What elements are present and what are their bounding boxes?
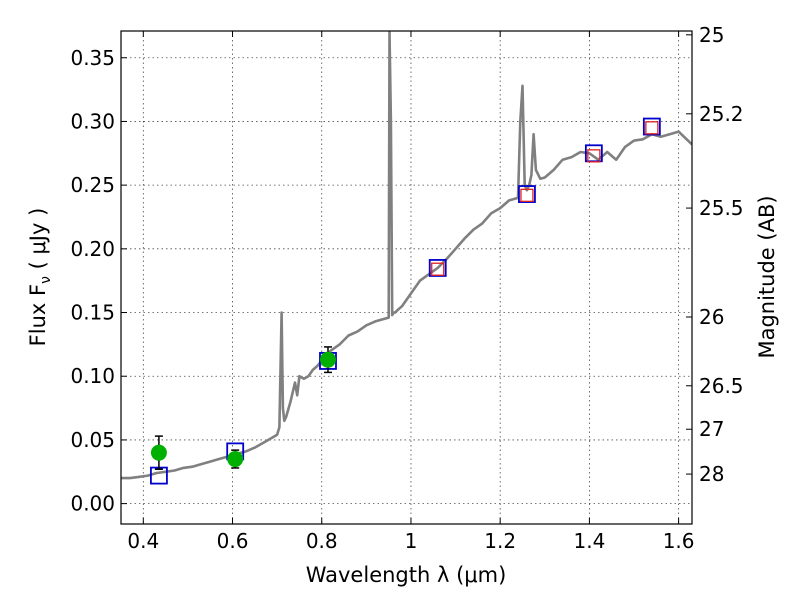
y-axis-label-subscript: ν <box>38 276 54 284</box>
sed-model-line <box>121 31 692 480</box>
x-tick-label: 0.6 <box>217 529 249 553</box>
photometry-point <box>150 444 167 461</box>
x-tick-label: 0.8 <box>306 529 338 553</box>
x-axis-label: Wavelength λ (μm) <box>306 563 507 587</box>
y-tick-label: 0.20 <box>70 237 115 261</box>
y2-tick-label: 25.2 <box>699 102 744 126</box>
plot-frame <box>120 30 693 525</box>
x-tick-label: 1.4 <box>573 529 605 553</box>
y2-tick-label: 25.5 <box>699 196 744 220</box>
y-tick-label: 0.25 <box>70 173 115 197</box>
x-tick-label: 0.4 <box>127 529 159 553</box>
x-tick-label: 1.6 <box>663 529 695 553</box>
y-axis-label-main: Flux F <box>26 284 50 346</box>
y-tick-label: 0.00 <box>70 492 115 516</box>
model-photometry-square <box>150 466 168 485</box>
ticks: 0.4 0.6 0.8 1 1.2 1.4 1.6 0.00 0.05 0.10 0.15 0.20 0… <box>70 23 743 553</box>
y-tick-label: 0.05 <box>70 428 115 452</box>
plot-area <box>121 31 692 485</box>
y-axis-label-unit: ( μJy ) <box>26 208 50 276</box>
y2-tick-label: 26.5 <box>699 374 744 398</box>
y-tick-label: 0.30 <box>70 109 115 133</box>
photometry-point <box>319 351 336 368</box>
observed-photometry-square <box>431 262 445 276</box>
model-photometry-square <box>428 259 447 277</box>
y2-axis-label: Magnitude (AB) <box>755 195 779 358</box>
photometry-point <box>227 451 244 468</box>
model-photometry-square <box>518 185 536 203</box>
y-tick-label: 0.15 <box>70 301 115 325</box>
observed-photometry-square <box>520 188 534 202</box>
y2-tick-label: 27 <box>699 417 724 441</box>
y2-tick-label: 28 <box>699 462 724 486</box>
x-tick-label: 1 <box>405 529 418 553</box>
y-axis-label: Flux Fν ( μJy ) <box>26 208 54 347</box>
observed-photometry-square <box>587 149 601 163</box>
y-tick-label: 0.10 <box>70 364 115 388</box>
y2-tick-label: 26 <box>699 305 724 329</box>
plot-data <box>121 31 692 485</box>
model-photometry-square <box>642 117 661 136</box>
x-tick-label: 1.2 <box>484 529 516 553</box>
y-tick-label: 0.35 <box>70 46 115 70</box>
grid <box>121 31 692 524</box>
y2-tick-label: 25 <box>699 23 724 47</box>
observed-photometry-square <box>645 121 659 135</box>
